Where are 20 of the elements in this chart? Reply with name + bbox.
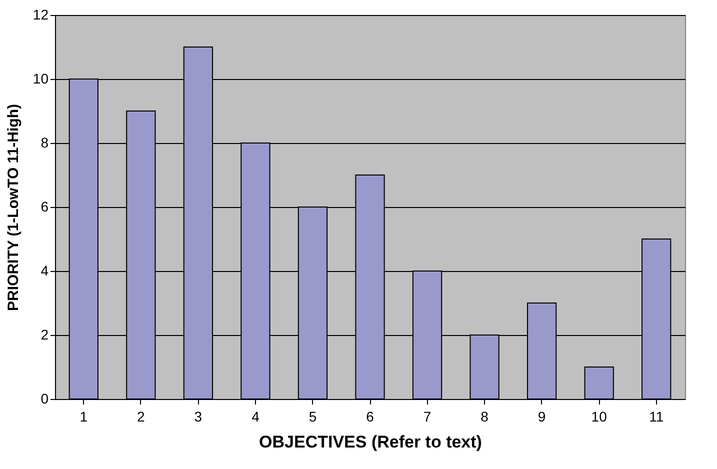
x-tick-label: 2 xyxy=(137,408,146,424)
x-tick-label: 8 xyxy=(480,408,489,424)
x-tick-label: 3 xyxy=(194,408,202,424)
x-tick-label: 9 xyxy=(538,408,546,424)
y-tick-label: 6 xyxy=(40,198,49,214)
x-tick-label: 1 xyxy=(80,408,88,424)
x-tick-label: 11 xyxy=(649,408,664,424)
y-axis-title: PRIORITY (1-LowTO 11-High) xyxy=(4,104,22,311)
y-tick-label: 10 xyxy=(32,70,49,86)
y-tick-label: 8 xyxy=(40,134,49,150)
x-axis-title: OBJECTIVES (Refer to text) xyxy=(259,432,482,452)
x-tick-label: 5 xyxy=(308,408,317,424)
y-tick-label: 12 xyxy=(32,6,49,22)
x-tick-label: 6 xyxy=(366,408,374,424)
x-tick-label: 10 xyxy=(591,408,608,424)
x-tick-label: 7 xyxy=(423,408,432,424)
y-tick-label: 2 xyxy=(40,326,49,342)
y-tick-label: 4 xyxy=(40,262,49,278)
y-tick-label: 0 xyxy=(40,390,49,406)
x-tick-label: 4 xyxy=(252,408,260,424)
